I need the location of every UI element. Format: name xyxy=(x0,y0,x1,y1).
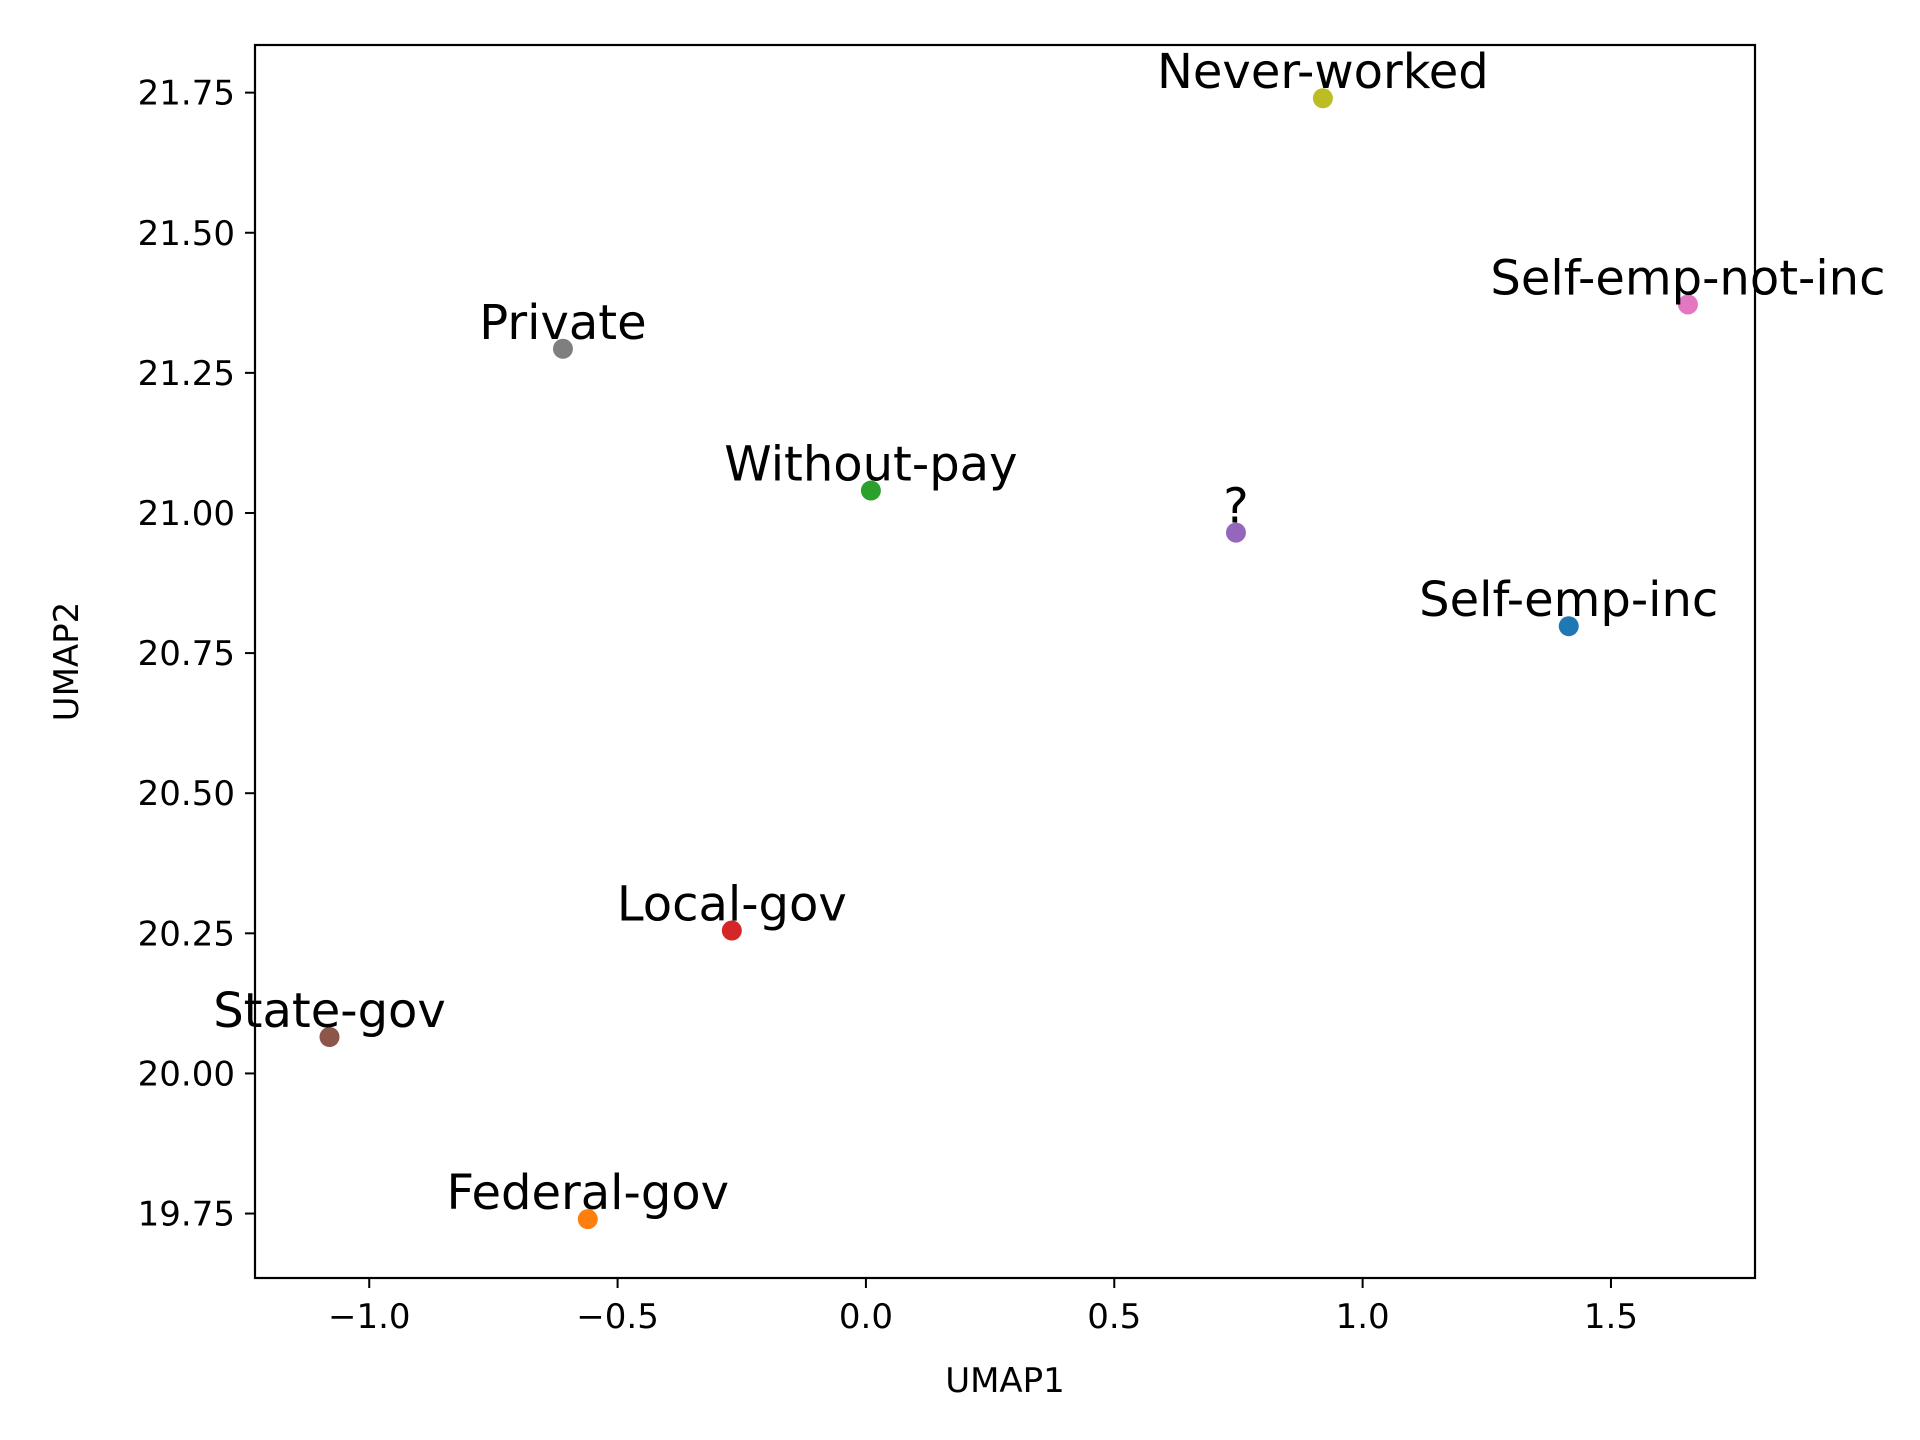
y-tick-label: 21.25 xyxy=(138,354,235,394)
point-label: Self-emp-not-inc xyxy=(1490,250,1885,306)
point-label: Private xyxy=(479,295,646,351)
y-tick-label: 21.75 xyxy=(138,74,235,114)
point-label: Without-pay xyxy=(724,437,1017,493)
scatter-point xyxy=(1677,294,1698,315)
y-tick-label: 21.50 xyxy=(138,214,235,254)
point-label: State-gov xyxy=(213,983,446,1039)
y-axis-label: UMAP2 xyxy=(47,602,87,722)
scatter-point xyxy=(721,920,742,941)
axis-ticks: −1.0 −0.5 0.0 0.5 1.0 1.5 19.75 20.00 20.25 20.50… xyxy=(138,74,1638,1337)
point-label: Federal-gov xyxy=(447,1165,730,1221)
y-tick-label: 19.75 xyxy=(138,1195,235,1235)
point-labels: Never-worked Self-emp-not-inc Private Witho… xyxy=(213,44,1885,1221)
x-tick-label: 1.5 xyxy=(1584,1297,1638,1337)
y-tick-label: 20.50 xyxy=(138,774,235,814)
x-tick-label: 1.0 xyxy=(1336,1297,1390,1337)
x-tick-label: 0.5 xyxy=(1087,1297,1141,1337)
x-tick-label: −1.0 xyxy=(328,1297,411,1337)
point-label: Local-gov xyxy=(617,877,847,933)
x-tick-label: −0.5 xyxy=(576,1297,659,1337)
point-label: Self-emp-inc xyxy=(1419,572,1718,628)
y-tick-label: 20.75 xyxy=(138,634,235,674)
x-tick-label: 0.0 xyxy=(839,1297,893,1337)
y-tick-label: 20.00 xyxy=(138,1054,235,1094)
y-tick-label: 21.00 xyxy=(138,494,235,534)
scatter-point xyxy=(552,338,573,359)
scatter-point xyxy=(860,480,881,501)
y-tick-label: 20.25 xyxy=(138,914,235,954)
scatter-point xyxy=(1312,88,1333,109)
point-label: Never-worked xyxy=(1157,44,1489,100)
scatter-point xyxy=(577,1209,598,1230)
data-points xyxy=(319,88,1698,1230)
plot-frame xyxy=(253,43,1757,1280)
scatter-point xyxy=(1225,522,1246,543)
x-axis-label: UMAP1 xyxy=(945,1361,1065,1401)
scatter-point xyxy=(1558,616,1579,637)
point-label: ? xyxy=(1223,479,1248,535)
scatter-point xyxy=(319,1027,340,1048)
